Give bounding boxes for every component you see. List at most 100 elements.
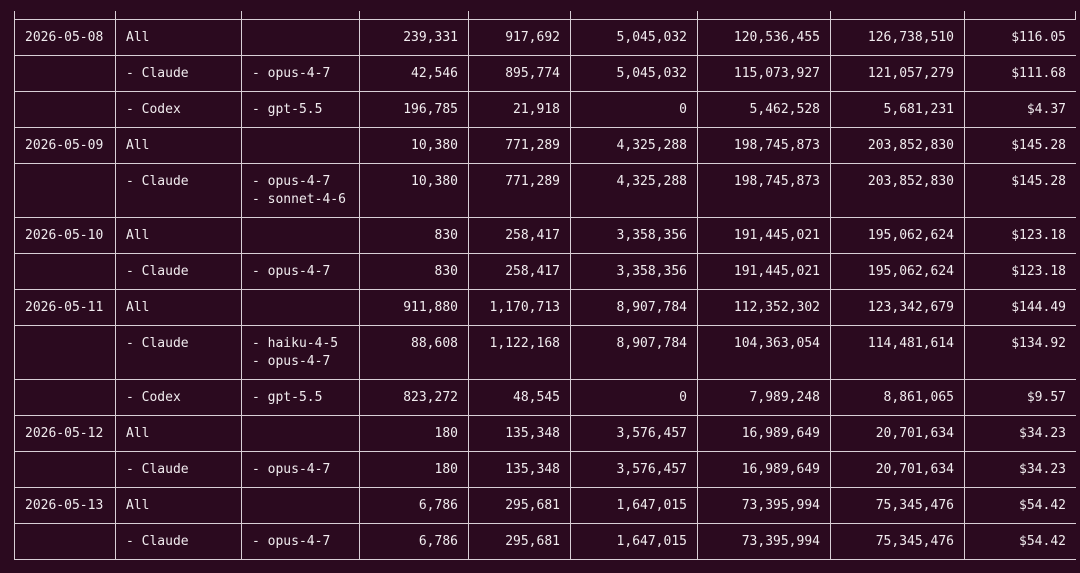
total-tokens-cell: 75,345,476 bbox=[830, 487, 965, 524]
cost-cell: $123.18 bbox=[964, 253, 1076, 290]
cache-create-cell: 3,358,356 bbox=[570, 253, 698, 290]
date-cell bbox=[14, 253, 116, 290]
column-divider bbox=[359, 11, 360, 19]
cost-cell: $54.42 bbox=[964, 487, 1076, 524]
total-tokens-cell: 121,057,279 bbox=[830, 55, 965, 92]
date-cell bbox=[14, 91, 116, 128]
cache-read-cell: 198,745,873 bbox=[697, 127, 831, 164]
agent-cell: - Claude bbox=[115, 55, 242, 92]
column-divider bbox=[570, 11, 571, 19]
total-tokens-cell: 123,342,679 bbox=[830, 289, 965, 326]
total-tokens-cell: 20,701,634 bbox=[830, 415, 965, 452]
cost-cell: $111.68 bbox=[964, 55, 1076, 92]
model-name: - gpt-5.5 bbox=[252, 102, 323, 117]
table-row-agent: - Claude - opus-4-7 180 135,348 3,576,457 16,… bbox=[14, 451, 1076, 488]
cost-cell: $123.18 bbox=[964, 217, 1076, 254]
cache-create-cell: 1,647,015 bbox=[570, 487, 698, 524]
input-tokens-cell: 10,380 bbox=[359, 163, 469, 218]
output-tokens-cell: 295,681 bbox=[468, 523, 571, 560]
output-tokens-cell: 771,289 bbox=[468, 127, 571, 164]
model-name: - opus-4-7 bbox=[252, 534, 331, 549]
date-cell bbox=[14, 523, 116, 560]
cost-cell: $145.28 bbox=[964, 163, 1076, 218]
cache-read-cell: 104,363,054 bbox=[697, 325, 831, 380]
model-name: - opus-4-7 bbox=[252, 174, 331, 189]
agent-cell: - Claude bbox=[115, 451, 242, 488]
input-tokens-cell: 239,331 bbox=[359, 19, 469, 56]
agent-cell: - Claude bbox=[115, 523, 242, 560]
column-divider bbox=[964, 11, 965, 19]
total-tokens-cell: 203,852,830 bbox=[830, 127, 965, 164]
cost-cell: $4.37 bbox=[964, 91, 1076, 128]
cache-read-cell: 73,395,994 bbox=[697, 523, 831, 560]
agent-cell: - Claude bbox=[115, 325, 242, 380]
column-divider bbox=[830, 11, 831, 19]
output-tokens-cell: 135,348 bbox=[468, 451, 571, 488]
input-tokens-cell: 42,546 bbox=[359, 55, 469, 92]
date-cell: 2026-05-11 bbox=[14, 289, 116, 326]
total-tokens-cell: 195,062,624 bbox=[830, 217, 965, 254]
cost-cell: $34.23 bbox=[964, 415, 1076, 452]
cache-read-cell: 16,989,649 bbox=[697, 415, 831, 452]
agent-cell: - Codex bbox=[115, 379, 242, 416]
cache-create-cell: 8,907,784 bbox=[570, 325, 698, 380]
date-cell bbox=[14, 451, 116, 488]
cost-cell: $116.05 bbox=[964, 19, 1076, 56]
input-tokens-cell: 830 bbox=[359, 217, 469, 254]
total-tokens-cell: 8,861,065 bbox=[830, 379, 965, 416]
model-cell: - haiku-4-5 - opus-4-7 bbox=[241, 325, 360, 380]
total-tokens-cell: 20,701,634 bbox=[830, 451, 965, 488]
agent-cell: All bbox=[115, 19, 242, 56]
cache-create-cell: 0 bbox=[570, 91, 698, 128]
input-tokens-cell: 911,880 bbox=[359, 289, 469, 326]
date-cell: 2026-05-12 bbox=[14, 415, 116, 452]
column-divider bbox=[241, 11, 242, 19]
table-top-stub bbox=[14, 0, 1076, 19]
cache-create-cell: 5,045,032 bbox=[570, 19, 698, 56]
input-tokens-cell: 10,380 bbox=[359, 127, 469, 164]
date-cell bbox=[14, 325, 116, 380]
output-tokens-cell: 135,348 bbox=[468, 415, 571, 452]
output-tokens-cell: 1,170,713 bbox=[468, 289, 571, 326]
model-cell: - opus-4-7 bbox=[241, 55, 360, 92]
cache-read-cell: 191,445,021 bbox=[697, 253, 831, 290]
column-divider bbox=[115, 11, 116, 19]
input-tokens-cell: 6,786 bbox=[359, 487, 469, 524]
model-name: - haiku-4-5 bbox=[252, 336, 339, 351]
cache-create-cell: 8,907,784 bbox=[570, 289, 698, 326]
input-tokens-cell: 180 bbox=[359, 451, 469, 488]
table-row-agent: - Claude - opus-4-7 6,786 295,681 1,647,015 7… bbox=[14, 523, 1076, 560]
output-tokens-cell: 295,681 bbox=[468, 487, 571, 524]
table-row-day-total: 2026-05-12 All 180 135,348 3,576,457 16,989,6… bbox=[14, 415, 1076, 452]
date-cell bbox=[14, 379, 116, 416]
model-cell bbox=[241, 217, 360, 254]
input-tokens-cell: 830 bbox=[359, 253, 469, 290]
date-cell bbox=[14, 55, 116, 92]
cache-read-cell: 115,073,927 bbox=[697, 55, 831, 92]
table-row-day-total: 2026-05-10 All 830 258,417 3,358,356 191,445,… bbox=[14, 217, 1076, 254]
date-cell bbox=[14, 163, 116, 218]
table-row-day-total: 2026-05-11 All 911,880 1,170,713 8,907,784 11… bbox=[14, 289, 1076, 326]
cache-read-cell: 16,989,649 bbox=[697, 451, 831, 488]
cost-cell: $54.42 bbox=[964, 523, 1076, 560]
date-cell: 2026-05-09 bbox=[14, 127, 116, 164]
model-name: - sonnet-4-6 bbox=[252, 192, 346, 207]
table-row-day-total: 2026-05-08 All 239,331 917,692 5,045,032 120,… bbox=[14, 19, 1076, 56]
usage-report-terminal: 2026-05-08 All 239,331 917,692 5,045,032 120,… bbox=[14, 0, 1076, 573]
agent-cell: All bbox=[115, 127, 242, 164]
total-tokens-cell: 114,481,614 bbox=[830, 325, 965, 380]
cost-cell: $34.23 bbox=[964, 451, 1076, 488]
column-divider bbox=[468, 11, 469, 19]
agent-cell: - Codex bbox=[115, 91, 242, 128]
model-name: - opus-4-7 bbox=[252, 66, 331, 81]
input-tokens-cell: 6,786 bbox=[359, 523, 469, 560]
cache-create-cell: 3,576,457 bbox=[570, 451, 698, 488]
model-cell bbox=[241, 127, 360, 164]
total-tokens-cell: 195,062,624 bbox=[830, 253, 965, 290]
table-row-agent: - Claude - haiku-4-5 - opus-4-7 88,608 1,122… bbox=[14, 325, 1076, 380]
input-tokens-cell: 823,272 bbox=[359, 379, 469, 416]
table-row-agent: - Codex - gpt-5.5 823,272 48,545 0 7,989,248 8… bbox=[14, 379, 1076, 416]
cache-read-cell: 7,989,248 bbox=[697, 379, 831, 416]
cost-cell: $145.28 bbox=[964, 127, 1076, 164]
cache-create-cell: 4,325,288 bbox=[570, 163, 698, 218]
